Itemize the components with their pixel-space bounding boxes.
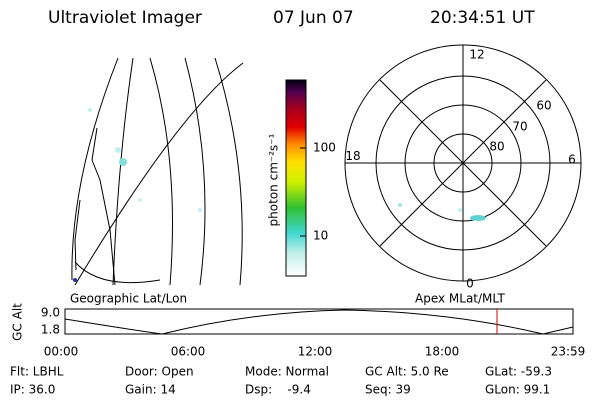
mlt-label: 6 (568, 153, 576, 167)
lat-label: 70 (512, 120, 527, 134)
timeline-xtick: 23:59 (551, 345, 586, 359)
footer-field: Dsp: -9.4 (245, 383, 311, 397)
timeline-ylabel: GC Alt (11, 303, 25, 341)
map-label: Geographic Lat/Lon (70, 292, 187, 306)
timeline-xtick: 00:00 (44, 345, 79, 359)
polar-label: Apex MLat/MLT (415, 292, 505, 306)
mlt-label: 0 (466, 277, 474, 291)
lat-label: 60 (536, 99, 551, 113)
timeline-xtick: 06:00 (171, 345, 206, 359)
map: Geographic Lat/Lon (70, 57, 244, 306)
footer-field: GC Alt: 5.0 Re (365, 365, 449, 379)
timeline-xtick: 18:00 (425, 345, 460, 359)
title: Ultraviolet Imager (48, 8, 202, 28)
timeline-ytick: 1.8 (41, 323, 60, 337)
time: 20:34:51 UT (430, 8, 535, 28)
mlt-label: 12 (469, 48, 484, 62)
footer-field: Door: Open (125, 365, 194, 379)
date: 07 Jun 07 (273, 8, 354, 28)
timeline: GC Alt 9.0 1.8 00:00 06:00 12:00 18:00 2… (11, 303, 586, 359)
footer-field: IP: 36.0 (10, 383, 55, 397)
colorbar-label: photon cm⁻²s⁻¹ (267, 133, 281, 226)
footer-field: Seq: 39 (365, 383, 411, 397)
colorbar-tick-label: 10 (313, 229, 328, 243)
footer-field: Mode: Normal (245, 365, 329, 379)
timeline-xtick: 12:00 (298, 345, 333, 359)
mlt-label: 18 (345, 149, 360, 163)
footer-field: GLat: -59.3 (485, 365, 552, 379)
footer-field: Flt: LBHL (10, 365, 64, 379)
lat-label: 80 (489, 140, 504, 154)
footer-field: GLon: 99.1 (485, 383, 550, 397)
colorbar-tick-label: 100 (313, 141, 336, 155)
footer: Flt: LBHL Door: Open Mode: Normal GC Alt: 5… (10, 365, 552, 397)
colorbar (285, 79, 307, 277)
footer-field: Gain: 14 (125, 383, 176, 397)
timeline-ytick: 9.0 (41, 306, 60, 320)
polar-plot: 12 18 6 0 60 70 80 Apex MLat/MLT (344, 44, 582, 306)
